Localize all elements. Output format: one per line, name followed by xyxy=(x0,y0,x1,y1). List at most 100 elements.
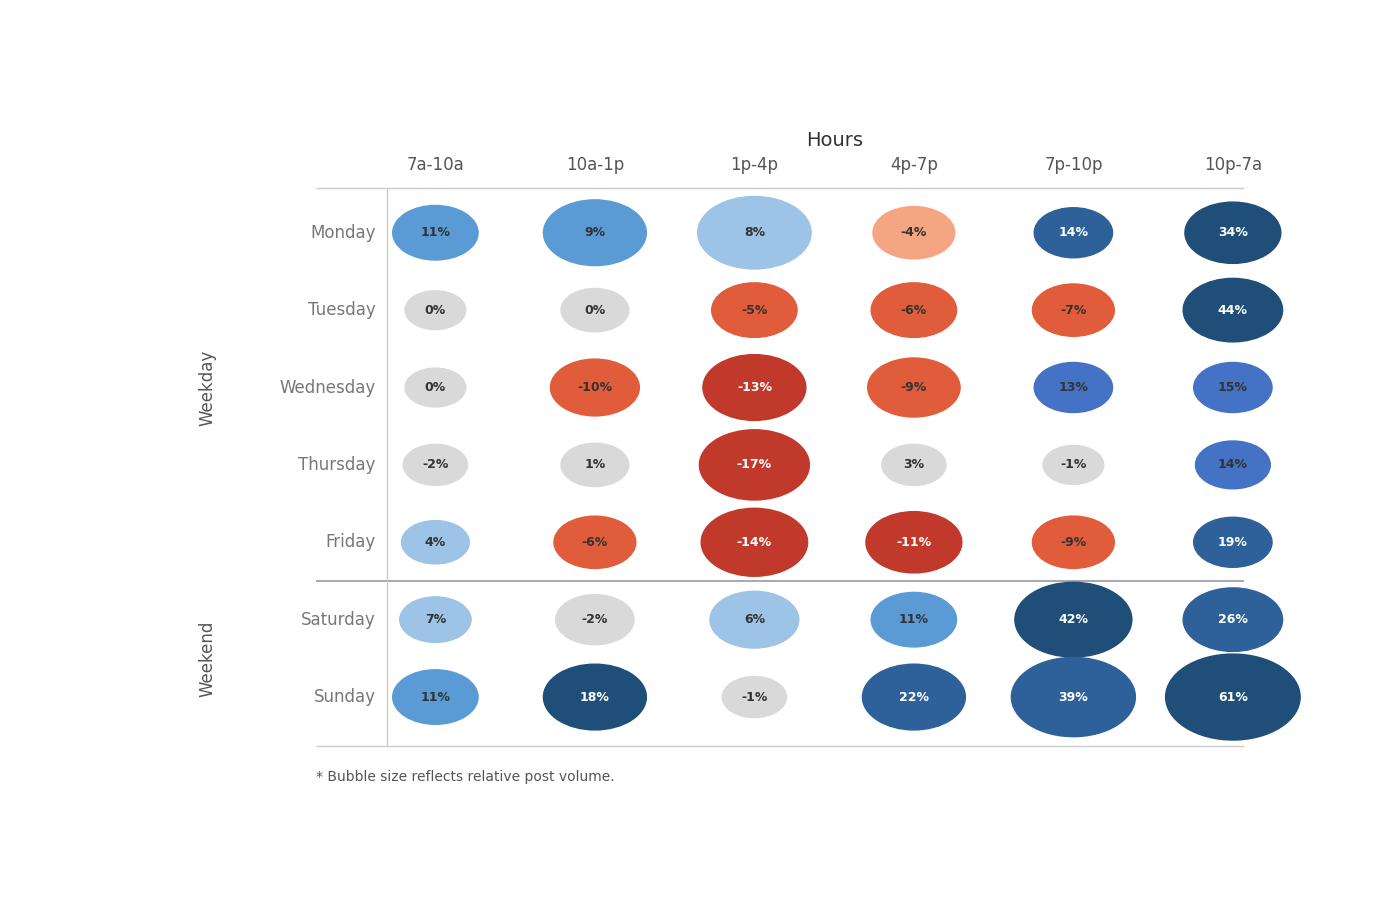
Text: -6%: -6% xyxy=(900,303,927,317)
Circle shape xyxy=(1015,582,1131,657)
Circle shape xyxy=(405,368,466,407)
Circle shape xyxy=(543,200,647,266)
Circle shape xyxy=(711,283,797,338)
Circle shape xyxy=(868,358,960,417)
Circle shape xyxy=(1043,446,1103,484)
Text: -6%: -6% xyxy=(582,536,608,549)
Circle shape xyxy=(722,677,787,717)
Circle shape xyxy=(701,508,808,576)
Circle shape xyxy=(1035,208,1113,257)
Text: 9%: 9% xyxy=(584,226,605,239)
Circle shape xyxy=(393,205,477,260)
Text: 6%: 6% xyxy=(743,613,764,626)
Text: * Bubble size reflects relative post volume.: * Bubble size reflects relative post vol… xyxy=(316,770,615,784)
Circle shape xyxy=(400,597,470,643)
Text: -11%: -11% xyxy=(896,536,931,549)
Text: -17%: -17% xyxy=(736,458,771,472)
Text: Monday: Monday xyxy=(311,224,375,242)
Text: Tuesday: Tuesday xyxy=(308,302,375,319)
Text: Wednesday: Wednesday xyxy=(280,379,375,397)
Text: 4%: 4% xyxy=(424,536,447,549)
Text: 10a-1p: 10a-1p xyxy=(566,156,624,174)
Text: 11%: 11% xyxy=(899,613,928,626)
Circle shape xyxy=(402,520,469,564)
Circle shape xyxy=(556,595,634,644)
Text: 15%: 15% xyxy=(1218,381,1247,394)
Text: -9%: -9% xyxy=(900,381,927,394)
Text: 10p-7a: 10p-7a xyxy=(1204,156,1261,174)
Text: Weekend: Weekend xyxy=(199,620,217,697)
Circle shape xyxy=(882,445,946,485)
Text: -4%: -4% xyxy=(900,226,927,239)
Circle shape xyxy=(405,291,466,329)
Text: 1%: 1% xyxy=(584,458,606,472)
Text: 18%: 18% xyxy=(580,690,610,704)
Text: 13%: 13% xyxy=(1058,381,1088,394)
Circle shape xyxy=(1166,654,1301,740)
Text: -10%: -10% xyxy=(577,381,612,394)
Text: 4p-7p: 4p-7p xyxy=(890,156,938,174)
Circle shape xyxy=(561,443,629,487)
Circle shape xyxy=(871,283,956,338)
Text: 0%: 0% xyxy=(424,381,447,394)
Circle shape xyxy=(1032,284,1114,337)
Text: Sunday: Sunday xyxy=(314,688,375,706)
Text: -2%: -2% xyxy=(582,613,608,626)
Text: 0%: 0% xyxy=(584,303,606,317)
Circle shape xyxy=(871,592,956,647)
Circle shape xyxy=(1194,363,1273,412)
Circle shape xyxy=(554,516,636,569)
Text: 44%: 44% xyxy=(1218,303,1247,317)
Circle shape xyxy=(700,430,809,500)
Text: Saturday: Saturday xyxy=(301,611,375,629)
Circle shape xyxy=(1196,441,1270,489)
Text: 11%: 11% xyxy=(420,690,451,704)
Text: 61%: 61% xyxy=(1218,690,1247,704)
Text: 14%: 14% xyxy=(1058,226,1088,239)
Circle shape xyxy=(1183,278,1282,342)
Text: 11%: 11% xyxy=(420,226,451,239)
Circle shape xyxy=(1032,516,1114,569)
Circle shape xyxy=(393,670,477,725)
Circle shape xyxy=(561,289,629,332)
Circle shape xyxy=(550,359,640,416)
Text: -5%: -5% xyxy=(741,303,767,317)
Text: 42%: 42% xyxy=(1058,613,1088,626)
Text: -13%: -13% xyxy=(736,381,771,394)
Text: -2%: -2% xyxy=(423,458,448,472)
Circle shape xyxy=(403,445,468,485)
Text: -9%: -9% xyxy=(1060,536,1086,549)
Text: 34%: 34% xyxy=(1218,226,1247,239)
Text: 7a-10a: 7a-10a xyxy=(406,156,465,174)
Text: 7%: 7% xyxy=(424,613,447,626)
Text: 0%: 0% xyxy=(424,303,447,317)
Text: Thursday: Thursday xyxy=(298,456,375,474)
Circle shape xyxy=(1035,363,1113,412)
Text: 7p-10p: 7p-10p xyxy=(1044,156,1103,174)
Circle shape xyxy=(703,355,806,420)
Circle shape xyxy=(1183,588,1282,652)
Circle shape xyxy=(543,664,647,730)
Text: 22%: 22% xyxy=(899,690,928,704)
Circle shape xyxy=(1011,657,1135,736)
Circle shape xyxy=(1194,518,1273,567)
Text: 14%: 14% xyxy=(1218,458,1247,472)
Circle shape xyxy=(867,512,962,573)
Text: 3%: 3% xyxy=(903,458,924,472)
Text: Weekday: Weekday xyxy=(199,349,217,426)
Text: 39%: 39% xyxy=(1058,690,1088,704)
Text: 1p-4p: 1p-4p xyxy=(731,156,778,174)
Text: -1%: -1% xyxy=(1060,458,1086,472)
Circle shape xyxy=(862,664,966,730)
Text: 26%: 26% xyxy=(1218,613,1247,626)
Circle shape xyxy=(874,207,955,259)
Circle shape xyxy=(697,196,811,269)
Text: -14%: -14% xyxy=(736,536,771,549)
Text: 19%: 19% xyxy=(1218,536,1247,549)
Text: Hours: Hours xyxy=(805,130,862,149)
Text: 8%: 8% xyxy=(743,226,764,239)
Circle shape xyxy=(1184,202,1281,264)
Text: Friday: Friday xyxy=(325,534,375,552)
Circle shape xyxy=(710,591,799,648)
Text: -7%: -7% xyxy=(1060,303,1086,317)
